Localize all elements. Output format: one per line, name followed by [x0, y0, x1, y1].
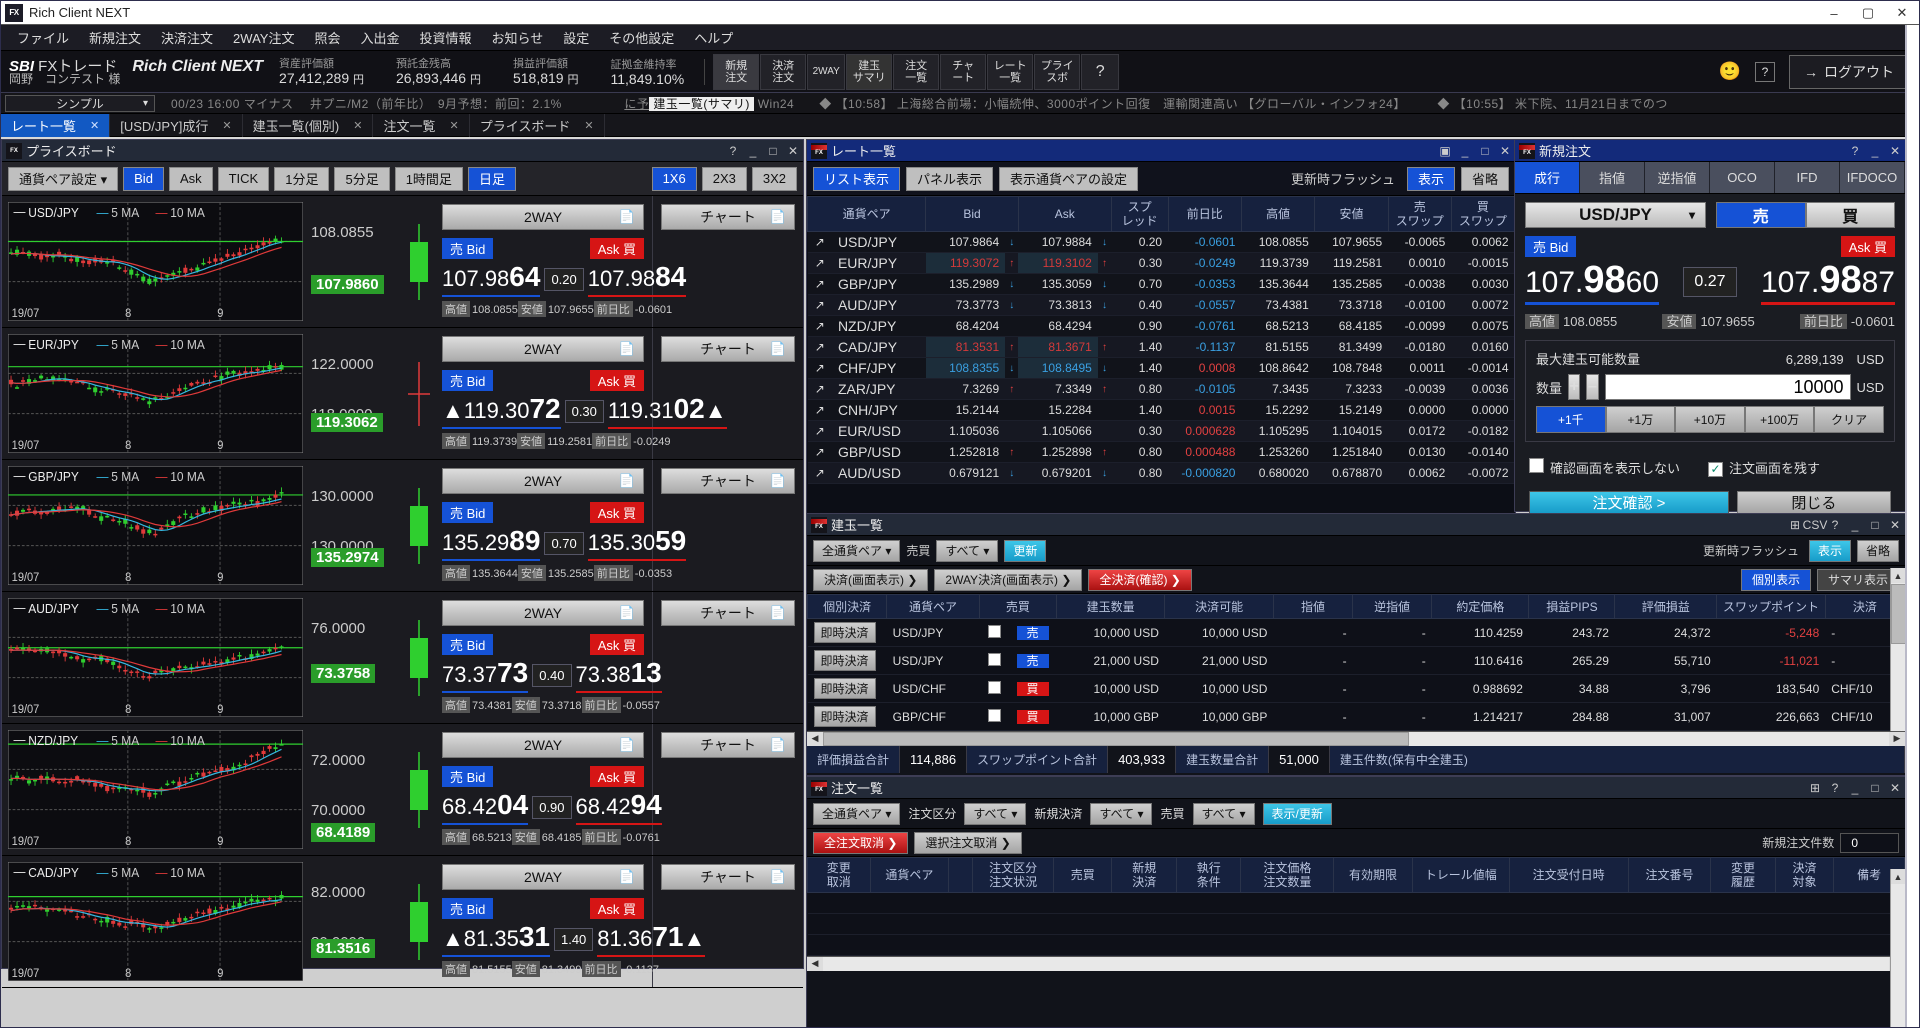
svg-text:10 MA: 10 MA — [170, 338, 205, 353]
svg-text:—: — — [97, 866, 109, 881]
svg-text:—: — — [97, 338, 109, 353]
svg-text:9: 9 — [217, 308, 223, 321]
svg-text:9: 9 — [217, 836, 223, 849]
svg-text:19/07: 19/07 — [12, 968, 40, 981]
svg-text:AUD/JPY: AUD/JPY — [28, 602, 79, 617]
svg-text:CAD/JPY: CAD/JPY — [28, 866, 79, 881]
svg-text:9: 9 — [217, 572, 223, 585]
svg-text:10 MA: 10 MA — [170, 602, 205, 617]
svg-text:—: — — [14, 205, 26, 220]
svg-text:19/07: 19/07 — [12, 836, 40, 849]
svg-text:—: — — [156, 206, 168, 221]
svg-text:5 MA: 5 MA — [111, 206, 140, 221]
svg-text:8: 8 — [125, 440, 131, 453]
svg-text:10 MA: 10 MA — [170, 206, 205, 221]
svg-text:—: — — [156, 602, 168, 617]
svg-text:5 MA: 5 MA — [111, 470, 140, 485]
svg-text:19/07: 19/07 — [12, 572, 40, 585]
svg-text:EUR/JPY: EUR/JPY — [28, 338, 79, 353]
svg-text:—: — — [97, 470, 109, 485]
svg-text:5 MA: 5 MA — [111, 602, 140, 617]
svg-text:USD/JPY: USD/JPY — [28, 206, 79, 221]
svg-text:5 MA: 5 MA — [111, 338, 140, 353]
svg-text:10 MA: 10 MA — [170, 734, 205, 749]
svg-text:8: 8 — [125, 572, 131, 585]
svg-text:—: — — [97, 206, 109, 221]
svg-text:—: — — [156, 866, 168, 881]
svg-text:19/07: 19/07 — [12, 440, 40, 453]
svg-text:10 MA: 10 MA — [170, 866, 205, 881]
svg-text:8: 8 — [125, 308, 131, 321]
svg-text:5 MA: 5 MA — [111, 866, 140, 881]
svg-text:—: — — [14, 469, 26, 484]
svg-text:—: — — [156, 338, 168, 353]
svg-text:—: — — [97, 602, 109, 617]
svg-text:8: 8 — [125, 704, 131, 717]
svg-text:—: — — [156, 470, 168, 485]
svg-text:9: 9 — [217, 968, 223, 981]
svg-text:NZD/JPY: NZD/JPY — [28, 734, 78, 749]
svg-text:—: — — [14, 865, 26, 880]
svg-text:—: — — [97, 734, 109, 749]
svg-text:—: — — [14, 337, 26, 352]
svg-text:19/07: 19/07 — [12, 704, 40, 717]
svg-text:10 MA: 10 MA — [170, 470, 205, 485]
svg-text:8: 8 — [125, 836, 131, 849]
svg-text:—: — — [14, 601, 26, 616]
svg-text:—: — — [14, 733, 26, 748]
svg-text:—: — — [156, 734, 168, 749]
svg-text:19/07: 19/07 — [12, 308, 40, 321]
svg-text:8: 8 — [125, 968, 131, 981]
svg-text:9: 9 — [217, 704, 223, 717]
svg-text:GBP/JPY: GBP/JPY — [28, 470, 79, 485]
svg-text:9: 9 — [217, 440, 223, 453]
svg-text:5 MA: 5 MA — [111, 734, 140, 749]
